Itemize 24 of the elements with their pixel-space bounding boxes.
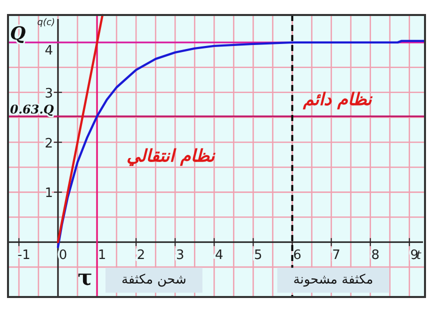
ref-line-label: Q: [10, 23, 26, 44]
ref-line-label: 0.63.Q: [10, 102, 54, 116]
annotation: نظام انتقالي: [126, 146, 216, 167]
y-axis-title: q(c): [37, 18, 55, 28]
annotation: نظام دائم: [302, 90, 374, 110]
x-tick-label: 2: [136, 248, 146, 264]
x-tick-label: 4: [215, 248, 224, 264]
x-tick-label: 9: [410, 248, 419, 264]
x-tick-label: 6: [293, 248, 302, 264]
x-axis-title: t: [416, 248, 422, 262]
x-tick-label: 0: [58, 248, 68, 264]
ref-line-label: τ: [78, 265, 92, 291]
x-tick-label: 3: [176, 248, 184, 264]
y-tick-label: 3: [44, 86, 53, 102]
x-tick-label: 5: [254, 248, 262, 264]
x-tick-label: -1: [17, 248, 30, 264]
x-tick-label: 8: [371, 248, 380, 264]
y-tick-label: 4: [44, 43, 53, 58]
annotation: مكثفة مشحونة: [293, 272, 374, 288]
annotation: شحن مكثفة: [121, 272, 186, 288]
x-tick-label: 1: [98, 248, 106, 264]
x-tick-label: 7: [332, 248, 340, 264]
y-tick-label: 2: [44, 136, 53, 152]
y-tick-label: 1: [44, 186, 53, 202]
